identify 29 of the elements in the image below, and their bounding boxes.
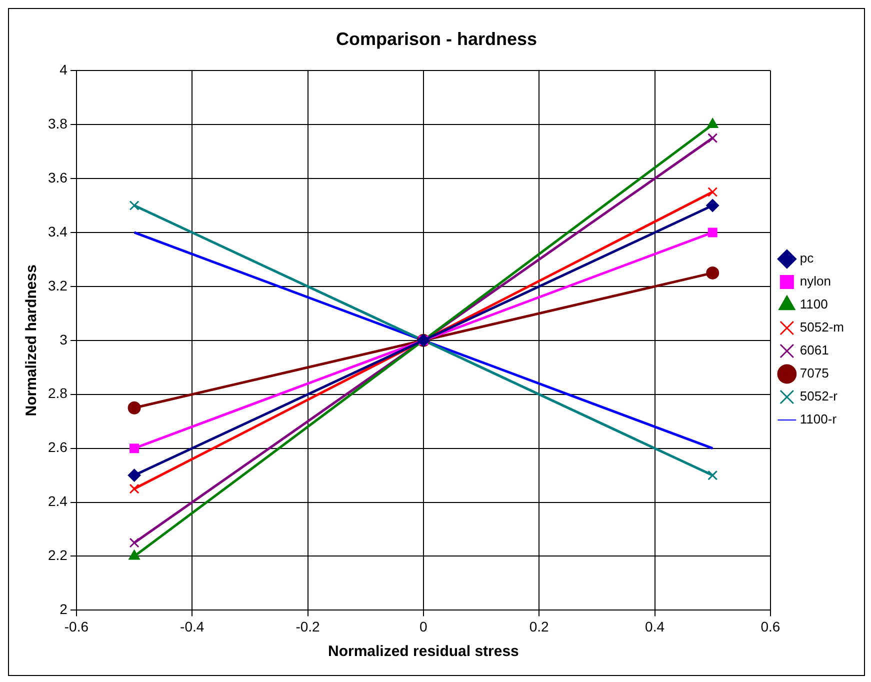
y-tick-label: 2.6: [48, 439, 68, 456]
y-tick-label: 4: [60, 61, 68, 78]
y-tick-label: 3.2: [48, 277, 68, 294]
legend-label: 7075: [800, 366, 829, 381]
x-tick-label: 0: [420, 618, 428, 634]
x-tick-label: -0.2: [296, 618, 320, 634]
y-tick-label: 2.8: [48, 385, 68, 402]
legend-label: 5052-r: [800, 388, 838, 404]
y-tick-label: 3.6: [48, 169, 68, 186]
x-tick-label: -0.4: [180, 618, 204, 634]
legend-label: 1100-r: [800, 412, 838, 427]
chart-title: Comparison - hardness: [336, 28, 538, 49]
x-tick-label: 0.6: [760, 618, 780, 634]
y-tick-label: 2.2: [48, 547, 68, 564]
y-tick-label: 2: [60, 601, 68, 618]
y-axis-title: Normalized hardness: [23, 264, 40, 416]
legend-label: pc: [800, 250, 814, 266]
y-tick-label: 3: [60, 331, 68, 348]
x-tick-label: 0.2: [529, 618, 550, 634]
x-tick-label: 0.4: [645, 618, 665, 634]
legend-label: 1100: [800, 296, 828, 312]
x-axis-title: Normalized residual stress: [328, 643, 519, 660]
y-tick-label: 2.4: [48, 493, 68, 510]
x-tick-label: -0.6: [64, 618, 89, 634]
legend-label: 5052-m: [800, 320, 844, 335]
y-tick-label: 3.8: [48, 115, 68, 132]
legend-label: nylon: [800, 274, 831, 289]
y-tick-label: 3.4: [48, 223, 68, 240]
legend-label: 6061: [800, 342, 829, 358]
